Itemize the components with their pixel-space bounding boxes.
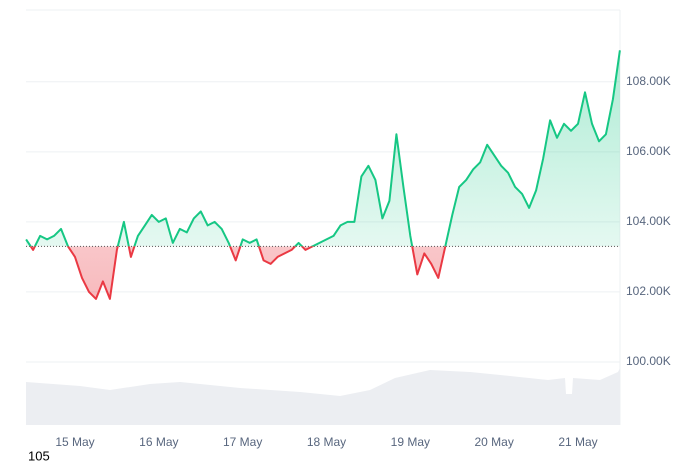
- area-up: [26, 50, 620, 247]
- x-tick-label: 21 May: [558, 435, 597, 449]
- x-tick-label: 18 May: [307, 435, 346, 449]
- price-line-down: [29, 246, 447, 300]
- corner-text: 105: [28, 448, 50, 463]
- price-line-up: [25, 50, 621, 247]
- x-tick-label: 20 May: [474, 435, 513, 449]
- volume-area: [26, 368, 620, 425]
- x-tick-label: 15 May: [55, 435, 94, 449]
- x-tick-label: 17 May: [223, 435, 262, 449]
- y-tick-label: 100.00K: [626, 354, 671, 368]
- y-tick-label: 104.00K: [626, 214, 671, 228]
- x-tick-label: 16 May: [139, 435, 178, 449]
- y-tick-label: 102.00K: [626, 284, 671, 298]
- y-tick-label: 108.00K: [626, 74, 671, 88]
- x-tick-label: 19 May: [391, 435, 430, 449]
- y-tick-label: 106.00K: [626, 144, 671, 158]
